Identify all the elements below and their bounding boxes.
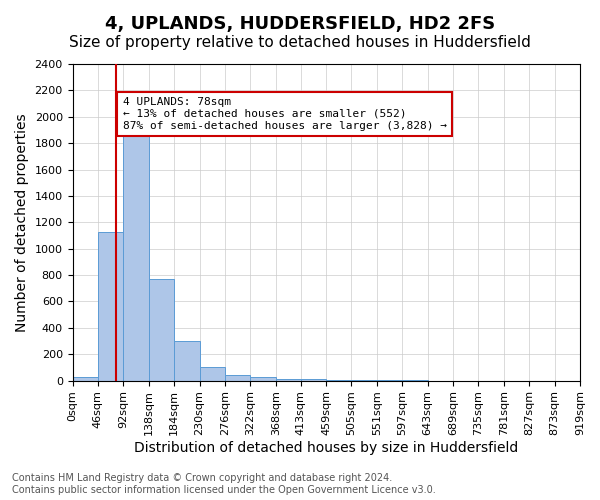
Bar [250, 378, 276, 380]
Y-axis label: Number of detached properties: Number of detached properties [15, 113, 29, 332]
Bar [73, 376, 98, 380]
Text: 4, UPLANDS, HUDDERSFIELD, HD2 2FS: 4, UPLANDS, HUDDERSFIELD, HD2 2FS [105, 15, 495, 33]
Bar [149, 279, 174, 380]
Text: Size of property relative to detached houses in Huddersfield: Size of property relative to detached ho… [69, 35, 531, 50]
Text: 4 UPLANDS: 78sqm
← 13% of detached houses are smaller (552)
87% of semi-detached: 4 UPLANDS: 78sqm ← 13% of detached house… [122, 98, 446, 130]
Bar [225, 374, 250, 380]
Text: Contains HM Land Registry data © Crown copyright and database right 2024.
Contai: Contains HM Land Registry data © Crown c… [12, 474, 436, 495]
Bar [174, 341, 200, 380]
Bar [98, 232, 124, 380]
Bar [276, 378, 301, 380]
X-axis label: Distribution of detached houses by size in Huddersfield: Distribution of detached houses by size … [134, 441, 518, 455]
Bar [124, 124, 149, 380]
Bar [200, 368, 225, 380]
